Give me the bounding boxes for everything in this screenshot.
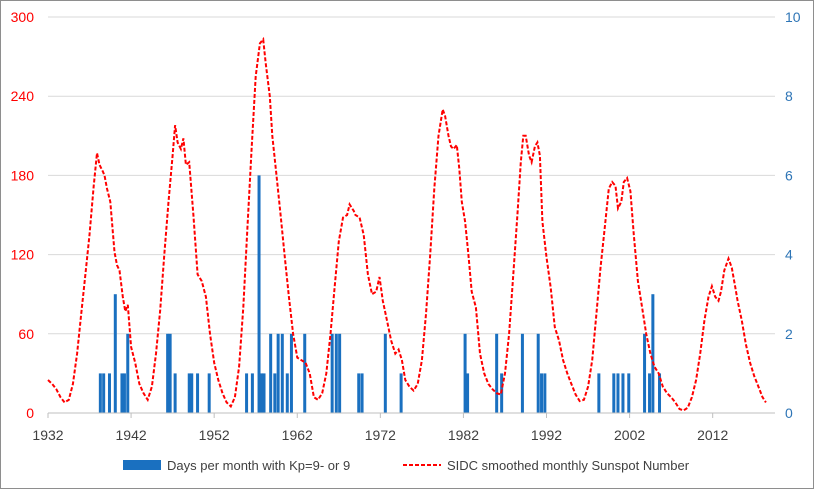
- legend-label-line: SIDC smoothed monthly Sunspot Number: [447, 458, 690, 473]
- bar-mark: [495, 333, 499, 413]
- bar-mark: [540, 373, 544, 413]
- bar-mark: [303, 333, 307, 413]
- x-axis-ticks: 1932 1942 1952 1962 1972 1982 1992 2002 2012: [32, 413, 728, 443]
- right-tick-label: 0: [785, 405, 793, 421]
- left-axis-ticks: 0 60 120 180 240 300: [11, 9, 35, 421]
- right-tick-label: 8: [785, 88, 793, 104]
- bar-mark: [520, 333, 524, 413]
- bar-mark: [269, 333, 273, 413]
- bar-mark: [102, 373, 106, 413]
- bar-mark: [273, 373, 277, 413]
- x-tick-label: 1932: [32, 427, 63, 443]
- x-tick-label: 1942: [116, 427, 147, 443]
- x-tick-label: 1992: [531, 427, 562, 443]
- bar-mark: [466, 373, 470, 413]
- right-tick-label: 2: [785, 326, 793, 342]
- left-tick-label: 0: [26, 405, 34, 421]
- bar-mark: [260, 373, 264, 413]
- line-series-sunspot: [47, 36, 767, 412]
- bar-mark: [168, 333, 172, 413]
- bar-mark: [621, 373, 625, 413]
- bar-mark: [173, 373, 177, 413]
- right-tick-label: 10: [785, 9, 801, 25]
- bar-mark: [330, 333, 334, 413]
- bar-mark: [285, 373, 289, 413]
- bar-mark: [651, 294, 655, 413]
- bar-mark: [98, 373, 102, 413]
- bar-mark: [276, 333, 280, 413]
- x-tick-label: 2012: [697, 427, 728, 443]
- bar-mark: [257, 175, 261, 413]
- left-tick-label: 240: [11, 88, 35, 104]
- bar-mark: [399, 373, 403, 413]
- bar-mark: [658, 373, 662, 413]
- bar-mark: [126, 333, 130, 413]
- right-tick-label: 6: [785, 167, 793, 183]
- bar-mark: [616, 373, 620, 413]
- bar-mark: [289, 333, 293, 413]
- bar-mark: [357, 373, 361, 413]
- bar-mark: [107, 373, 111, 413]
- bar-mark: [245, 373, 249, 413]
- right-axis-ticks: 0 2 4 6 8 10: [785, 9, 801, 421]
- legend-label-bar: Days per month with Kp=9- or 9: [167, 458, 350, 473]
- bar-mark: [338, 333, 342, 413]
- x-tick-label: 2002: [614, 427, 645, 443]
- bar-series-kp: [98, 175, 662, 413]
- legend: Days per month with Kp=9- or 9 SIDC smoo…: [123, 458, 690, 473]
- bar-mark: [334, 333, 338, 413]
- x-tick-label: 1952: [199, 427, 230, 443]
- bar-mark: [113, 294, 117, 413]
- left-tick-label: 60: [18, 326, 34, 342]
- left-tick-label: 120: [11, 247, 35, 263]
- left-tick-label: 300: [11, 9, 35, 25]
- bar-mark: [463, 333, 467, 413]
- bar-mark: [597, 373, 601, 413]
- bar-mark: [536, 333, 540, 413]
- x-tick-label: 1972: [365, 427, 396, 443]
- x-tick-label: 1982: [448, 427, 479, 443]
- bar-mark: [187, 373, 191, 413]
- bar-mark: [383, 333, 387, 413]
- right-tick-label: 4: [785, 247, 793, 263]
- bar-mark: [166, 333, 170, 413]
- bar-mark: [250, 373, 254, 413]
- left-tick-label: 180: [11, 167, 35, 183]
- bar-mark: [612, 373, 616, 413]
- bar-mark: [648, 373, 652, 413]
- bar-mark: [207, 373, 211, 413]
- bar-mark: [196, 373, 200, 413]
- bar-mark: [627, 373, 631, 413]
- bar-mark: [190, 373, 194, 413]
- legend-swatch-bar: [123, 460, 161, 470]
- gridlines: [48, 16, 775, 335]
- x-tick-label: 1962: [282, 427, 313, 443]
- bar-mark: [122, 373, 126, 413]
- bar-mark: [360, 373, 364, 413]
- bar-mark: [543, 373, 547, 413]
- bar-mark: [120, 373, 124, 413]
- bar-mark: [280, 333, 284, 413]
- bar-mark: [643, 333, 647, 413]
- bar-mark: [262, 373, 266, 413]
